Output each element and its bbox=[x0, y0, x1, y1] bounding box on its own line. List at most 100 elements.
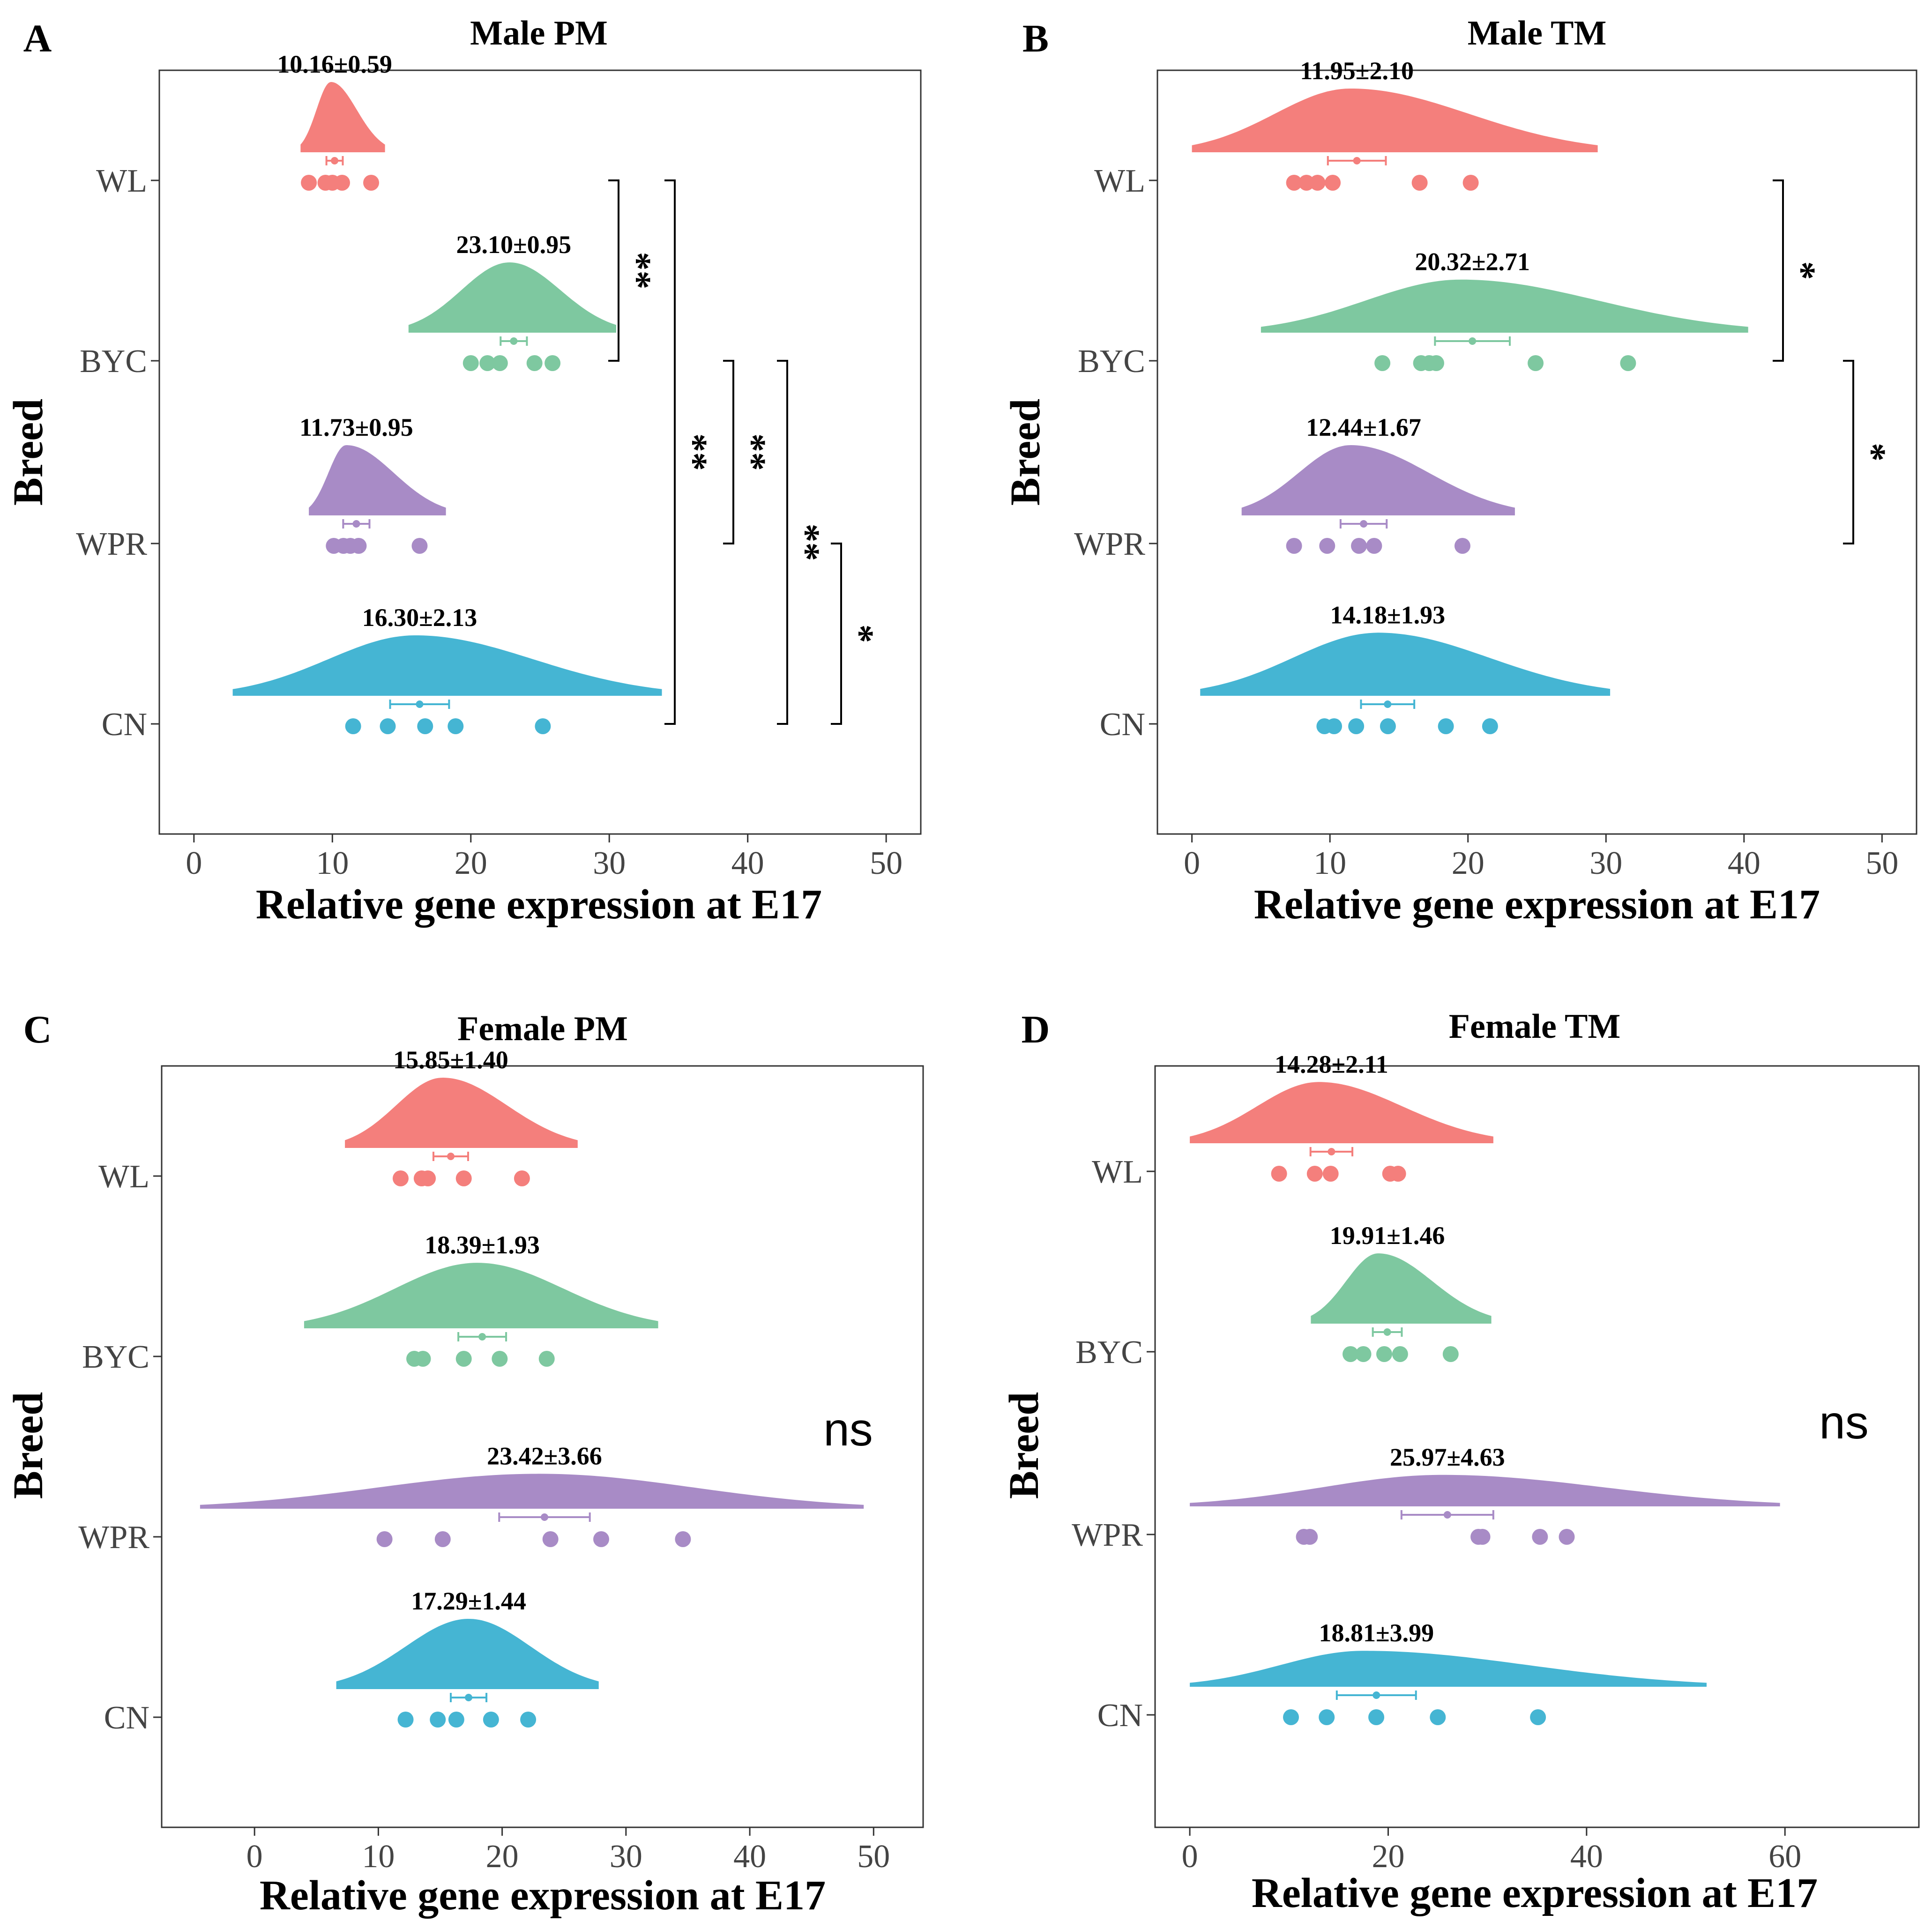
data-point bbox=[1306, 1166, 1323, 1182]
data-point bbox=[1374, 355, 1391, 371]
group-byc: 19.91±1.46 bbox=[1311, 1221, 1492, 1362]
data-point bbox=[334, 175, 350, 191]
mean-point bbox=[1353, 157, 1361, 164]
y-tick-label: WL bbox=[96, 163, 147, 199]
data-point bbox=[1322, 1166, 1339, 1182]
group-wpr: 23.42±3.66 bbox=[200, 1442, 864, 1547]
density-byc bbox=[304, 1263, 658, 1328]
data-point bbox=[1390, 1166, 1406, 1182]
x-axis-title: Relative gene expression at E17 bbox=[1252, 1870, 1818, 1916]
data-point bbox=[1528, 355, 1544, 371]
data-point bbox=[593, 1531, 610, 1547]
mean-point bbox=[416, 700, 424, 708]
mean-point bbox=[1469, 337, 1477, 345]
data-point bbox=[1326, 718, 1343, 734]
y-tick-label: WL bbox=[1092, 1154, 1143, 1190]
group-cn: 18.81±3.99 bbox=[1190, 1619, 1707, 1725]
density-wpr bbox=[309, 445, 446, 515]
data-point bbox=[430, 1712, 446, 1728]
data-point bbox=[1351, 538, 1367, 554]
x-tick-label: 40 bbox=[1570, 1839, 1603, 1875]
chart-title: Female TM bbox=[1449, 1007, 1620, 1046]
significance-label: ** bbox=[731, 433, 773, 471]
data-point bbox=[1411, 175, 1428, 191]
y-axis-title: Breed bbox=[1002, 399, 1049, 506]
data-point bbox=[1430, 1709, 1446, 1725]
stat-label: 18.39±1.93 bbox=[425, 1231, 540, 1259]
mean-point bbox=[478, 1333, 486, 1341]
chart-title: Male PM bbox=[470, 14, 608, 52]
significance-bracket: * bbox=[831, 543, 880, 725]
data-point bbox=[392, 1170, 409, 1186]
data-point bbox=[1283, 1709, 1299, 1725]
x-tick-label: 0 bbox=[186, 845, 202, 881]
density-wpr bbox=[200, 1474, 864, 1509]
data-point bbox=[351, 538, 367, 554]
data-point bbox=[1482, 718, 1498, 734]
group-byc: 23.10±0.95 bbox=[408, 231, 616, 371]
data-point bbox=[545, 355, 561, 371]
panel-C: C Female PM 0 10 20 30 40 50 WL BYC WPR CN Relative … bbox=[5, 1008, 924, 1919]
data-point bbox=[542, 1531, 559, 1547]
data-point bbox=[411, 538, 428, 554]
significance-label: ** bbox=[673, 433, 714, 471]
x-tick-label: 50 bbox=[857, 1839, 890, 1875]
group-wpr: 11.73±0.95 bbox=[299, 413, 446, 554]
plot-frame bbox=[161, 1065, 924, 1828]
data-point bbox=[1380, 718, 1396, 734]
significance-bracket: ** bbox=[777, 360, 827, 725]
y-tick-label: WPR bbox=[78, 1519, 149, 1556]
x-tick-label: 40 bbox=[733, 1839, 766, 1875]
ns-annotation: ns bbox=[1819, 1396, 1869, 1449]
significance-bracket: * bbox=[1843, 360, 1893, 544]
stat-label: 20.32±2.71 bbox=[1415, 248, 1530, 276]
data-point bbox=[417, 718, 433, 734]
data-point bbox=[1532, 1529, 1548, 1545]
y-tick-label: WPR bbox=[1074, 526, 1145, 562]
data-point bbox=[301, 175, 317, 191]
plot-frame bbox=[1154, 1065, 1920, 1828]
group-cn: 14.18±1.93 bbox=[1200, 601, 1611, 734]
panel-letter: B bbox=[1022, 17, 1049, 60]
data-point bbox=[376, 1531, 393, 1547]
data-point bbox=[538, 1351, 555, 1367]
data-point bbox=[363, 175, 380, 191]
group-wl: 11.95±2.10 bbox=[1192, 57, 1598, 191]
data-point bbox=[1438, 718, 1454, 734]
data-point bbox=[415, 1351, 431, 1367]
group-wl: 14.28±2.11 bbox=[1190, 1050, 1493, 1182]
data-point bbox=[1376, 1346, 1392, 1362]
data-point bbox=[492, 1351, 508, 1367]
data-point bbox=[1286, 175, 1302, 191]
density-wpr bbox=[1190, 1475, 1780, 1506]
data-point bbox=[526, 355, 543, 371]
y-tick-label: WL bbox=[98, 1159, 149, 1195]
density-wl bbox=[345, 1078, 578, 1148]
data-point bbox=[1454, 538, 1470, 554]
data-point bbox=[1343, 1346, 1359, 1362]
y-tick-label: BYC bbox=[82, 1339, 149, 1375]
density-byc bbox=[1261, 279, 1748, 333]
mean-point bbox=[1384, 700, 1392, 708]
data-point bbox=[1271, 1166, 1287, 1182]
stat-label: 19.91±1.46 bbox=[1330, 1221, 1445, 1250]
group-cn: 17.29±1.44 bbox=[336, 1587, 599, 1728]
group-wpr: 12.44±1.67 bbox=[1241, 413, 1515, 554]
data-point bbox=[1348, 718, 1365, 734]
significance-label: * bbox=[1851, 443, 1893, 462]
chart-title: Male TM bbox=[1468, 14, 1607, 52]
group-wl: 10.16±0.59 bbox=[277, 50, 392, 191]
density-cn bbox=[1190, 1651, 1707, 1687]
data-point bbox=[1442, 1346, 1459, 1362]
panel-B: B Male TM 0 10 20 30 40 50 WL BYC WPR CN Relative ge… bbox=[1002, 14, 1917, 928]
group-wpr: 25.97±4.63 bbox=[1190, 1443, 1780, 1545]
ns-annotation: ns bbox=[823, 1403, 873, 1456]
data-point bbox=[1319, 538, 1335, 554]
y-tick-label: CN bbox=[102, 707, 147, 743]
data-point bbox=[455, 1170, 472, 1186]
data-point bbox=[1319, 1709, 1335, 1725]
data-point bbox=[1325, 175, 1341, 191]
significance-label: * bbox=[839, 625, 880, 643]
data-point bbox=[520, 1712, 537, 1728]
mean-point bbox=[447, 1153, 455, 1160]
